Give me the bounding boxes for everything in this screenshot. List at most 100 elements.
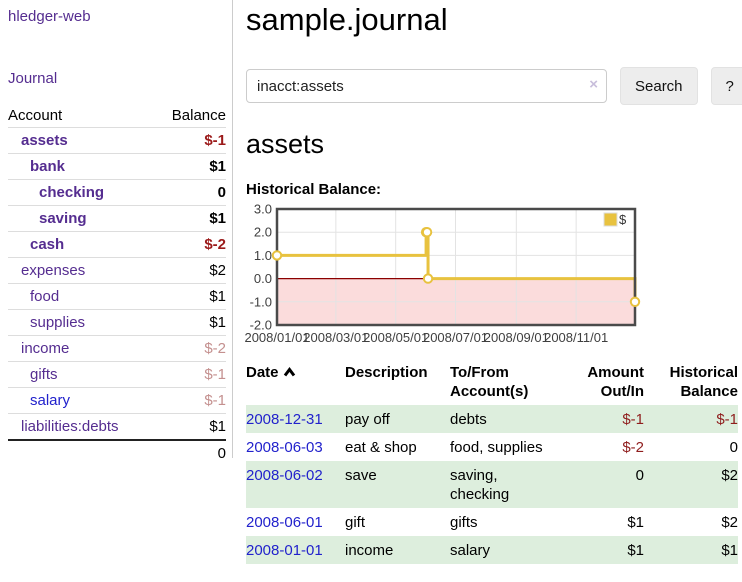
account-link[interactable]: income [21, 340, 70, 357]
svg-text:2.0: 2.0 [254, 225, 272, 240]
account-link[interactable]: checking [39, 184, 105, 201]
account-link[interactable]: gifts [30, 366, 58, 383]
account-row: gifts $-1 [8, 361, 226, 388]
accounts-header-balance: Balance [171, 107, 226, 124]
search-input[interactable] [246, 69, 607, 103]
search-box: × [246, 69, 607, 103]
register-header-date[interactable]: Date [246, 361, 345, 405]
clear-search-icon[interactable]: × [589, 76, 598, 93]
svg-text:2008/01/01: 2008/01/01 [244, 330, 309, 345]
transaction-date-link[interactable]: 2008-01-01 [246, 542, 323, 559]
account-balance: 0 [154, 179, 226, 206]
transaction-description: gift [345, 514, 366, 531]
account-row: salary $-1 [8, 387, 226, 414]
transaction-description: income [345, 536, 450, 564]
table-row: 2008-06-01 gift gifts $1 $2 [246, 508, 738, 536]
account-balance: $-2 [154, 231, 226, 258]
transaction-accounts: food, supplies [450, 439, 543, 456]
transaction-amount: 0 [562, 461, 644, 508]
table-row: 2008-01-01 income salary $1 $1 [246, 536, 738, 564]
account-row: food $1 [8, 283, 226, 310]
register-header-balance: Historical Balance [669, 364, 738, 400]
register-header-amount: Amount Out/In [587, 364, 644, 400]
svg-text:0.0: 0.0 [254, 271, 272, 286]
sidebar-item-journal[interactable]: Journal [8, 70, 58, 87]
svg-text:2008/03/01: 2008/03/01 [303, 330, 368, 345]
account-balance: $1 [154, 153, 226, 180]
account-row: checking 0 [8, 179, 226, 206]
svg-text:2008/11/01: 2008/11/01 [544, 330, 608, 345]
account-link[interactable]: food [30, 288, 60, 305]
svg-text:-2.0: -2.0 [250, 318, 272, 333]
transaction-balance: $2 [721, 514, 738, 531]
account-link[interactable]: assets [21, 132, 68, 149]
svg-text:-1.0: -1.0 [250, 294, 272, 309]
account-balance: $-1 [154, 127, 226, 154]
transaction-amount: $-2 [622, 439, 644, 456]
transaction-balance: $1 [644, 536, 738, 564]
table-row: 2008-06-03 eat & shop food, supplies $-2… [246, 433, 738, 461]
transaction-balance: 0 [729, 439, 738, 456]
account-row: saving $1 [8, 205, 226, 232]
svg-text:$: $ [619, 212, 627, 227]
search-form: × Search ? [246, 67, 742, 105]
register-header-description: Description [345, 364, 428, 381]
account-balance: $-1 [154, 387, 226, 414]
transaction-date-link[interactable]: 2008-06-02 [246, 467, 323, 484]
main-content: sample.journal × Search ? assets Histori… [244, 0, 742, 564]
account-row: supplies $1 [8, 309, 226, 336]
account-balance: $2 [154, 257, 226, 284]
account-row: assets $-1 [8, 127, 226, 154]
svg-text:1.0: 1.0 [254, 248, 272, 263]
account-row: cash $-2 [8, 231, 226, 258]
transaction-balance: $2 [644, 461, 738, 508]
account-link[interactable]: cash [30, 236, 65, 253]
account-balance: $-1 [154, 361, 226, 388]
transaction-date-link[interactable]: 2008-12-31 [246, 411, 323, 428]
page-title: sample.journal [246, 2, 448, 37]
accounts-total-row: 0 [8, 439, 226, 466]
chart-title: Historical Balance: [246, 181, 382, 198]
chart-legend: $ [603, 212, 627, 227]
account-balance: $-2 [154, 335, 226, 362]
accounts-total-balance: 0 [154, 439, 226, 466]
transaction-amount: $1 [627, 514, 644, 531]
account-link[interactable]: expenses [21, 262, 86, 279]
search-button[interactable]: Search [620, 67, 698, 105]
account-link[interactable]: saving [39, 210, 87, 227]
transaction-accounts: gifts [450, 514, 478, 531]
svg-text:2008/05/01: 2008/05/01 [363, 330, 428, 345]
register-table: Date Description To/From Account(s) Amou… [246, 361, 738, 564]
account-balance: $1 [154, 413, 226, 440]
transaction-date-link[interactable]: 2008-06-03 [246, 439, 323, 456]
table-row: 2008-06-02 save saving, checking 0 $2 [246, 461, 738, 508]
accounts-header-account: Account [8, 107, 63, 124]
account-balance: $1 [154, 309, 226, 336]
transaction-balance: $-1 [644, 405, 738, 433]
account-row: bank $1 [8, 153, 226, 180]
svg-text:2008/07/01: 2008/07/01 [423, 330, 488, 345]
account-balance: $1 [154, 283, 226, 310]
account-link[interactable]: salary [30, 392, 71, 409]
balance-chart: $3.0 2.0 1.0 0.0 -1.0 -2.0 2008/01/01 2008/03/0… [244, 202, 742, 346]
help-button[interactable]: ? [710, 67, 742, 105]
account-row: expenses $2 [8, 257, 226, 284]
svg-text:3.0: 3.0 [254, 202, 272, 217]
account-link[interactable]: liabilities:debts [21, 418, 119, 435]
app-title-link[interactable]: hledger-web [8, 8, 91, 25]
register-header-accounts: To/From Account(s) [450, 364, 529, 400]
transaction-description: pay off [345, 405, 450, 433]
account-link[interactable]: supplies [30, 314, 86, 331]
svg-text:2008/09/01: 2008/09/01 [484, 330, 549, 345]
accounts-table: Account Balance assets $-1 bank $1 check… [8, 104, 226, 466]
sidebar: hledger-web Journal Account Balance asse… [0, 0, 233, 466]
account-link[interactable]: bank [30, 158, 66, 175]
account-balance: $1 [154, 205, 226, 232]
transaction-accounts: salary [450, 536, 562, 564]
transaction-date-link[interactable]: 2008-06-01 [246, 514, 323, 531]
register-header-row: Date Description To/From Account(s) Amou… [246, 361, 738, 405]
sort-ascending-icon [283, 367, 295, 377]
accounts-header-row: Account Balance [8, 104, 226, 128]
transaction-description: save [345, 461, 450, 508]
app-root: hledger-web Journal Account Balance asse… [0, 0, 742, 564]
